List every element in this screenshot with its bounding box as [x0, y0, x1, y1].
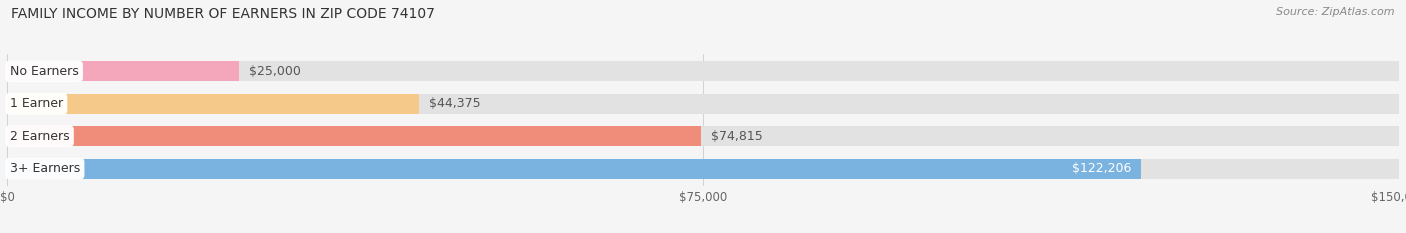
Text: $74,815: $74,815: [711, 130, 763, 143]
Text: 1 Earner: 1 Earner: [10, 97, 63, 110]
Bar: [7, 126, 702, 146]
Text: $122,206: $122,206: [1071, 162, 1132, 175]
Text: $44,375: $44,375: [429, 97, 481, 110]
Text: FAMILY INCOME BY NUMBER OF EARNERS IN ZIP CODE 74107: FAMILY INCOME BY NUMBER OF EARNERS IN ZI…: [11, 7, 434, 21]
Bar: [7, 158, 1142, 179]
Bar: [7, 61, 239, 82]
Bar: [7, 61, 1399, 82]
Text: $25,000: $25,000: [249, 65, 301, 78]
Text: Source: ZipAtlas.com: Source: ZipAtlas.com: [1277, 7, 1395, 17]
Bar: [7, 94, 1399, 114]
Text: No Earners: No Earners: [10, 65, 79, 78]
Text: 3+ Earners: 3+ Earners: [10, 162, 80, 175]
Text: 2 Earners: 2 Earners: [10, 130, 69, 143]
Bar: [7, 126, 1399, 146]
Bar: [7, 158, 1399, 179]
Bar: [7, 94, 419, 114]
